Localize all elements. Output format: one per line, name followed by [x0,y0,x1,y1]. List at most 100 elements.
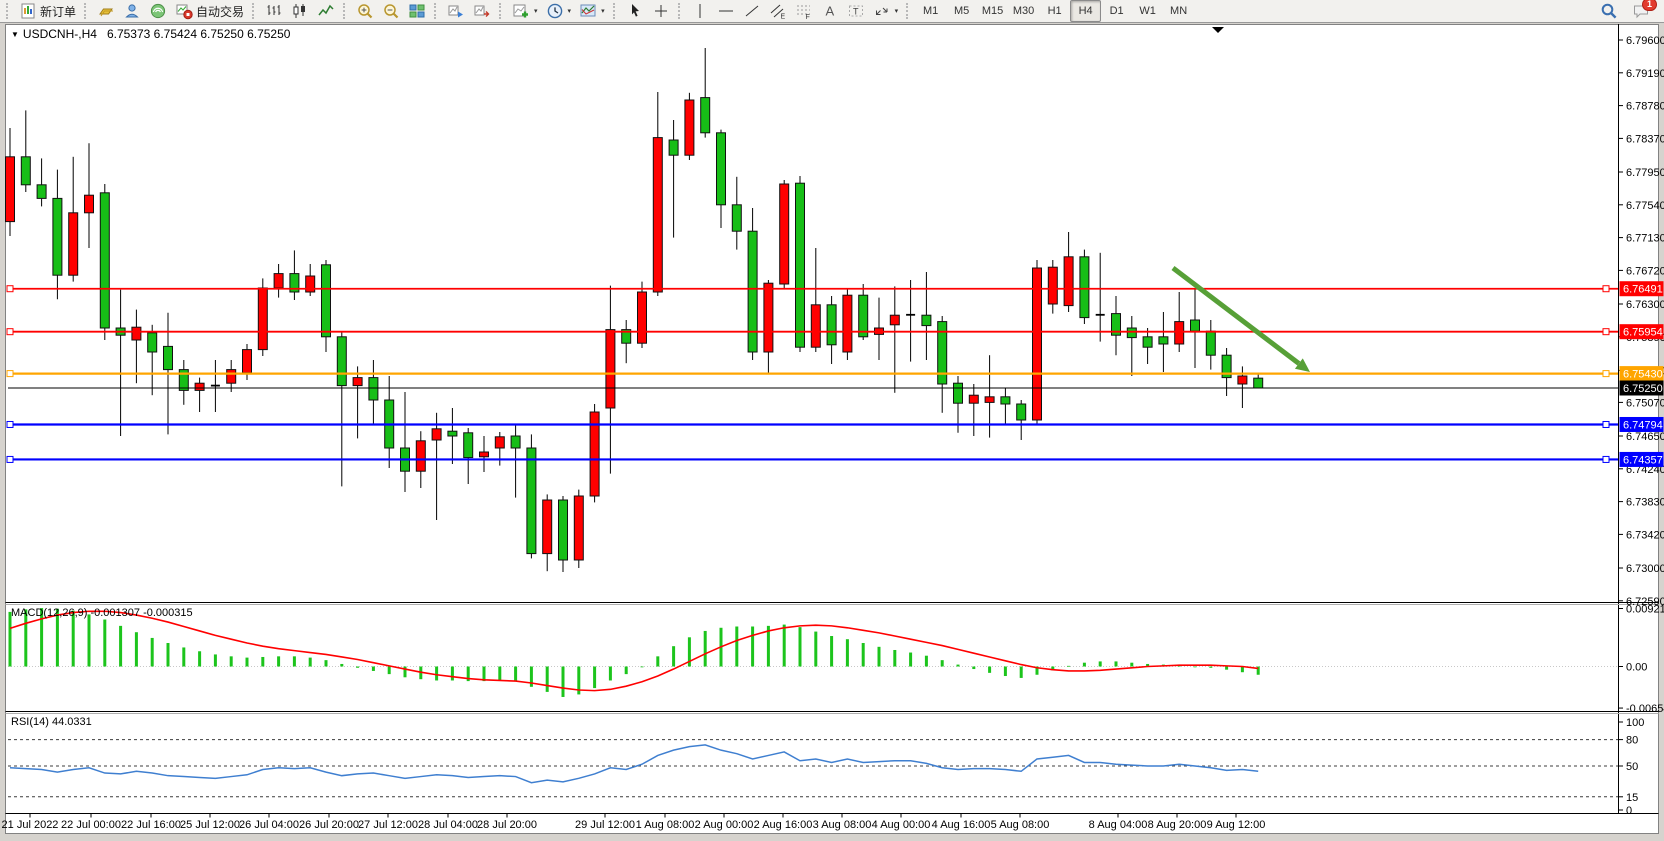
candle[interactable] [52,169,63,300]
candle[interactable] [36,158,47,207]
candle[interactable] [321,260,331,352]
candle[interactable] [1032,260,1042,424]
tf-H1-button[interactable]: H1 [1039,0,1070,22]
tf-M1-button[interactable]: M1 [915,0,946,22]
candle[interactable] [510,424,521,498]
candle[interactable] [431,412,442,520]
new-order-button[interactable]: 新订单 [15,0,80,22]
level-line[interactable] [6,420,1618,428]
level-line[interactable] [6,328,1618,336]
candle[interactable] [558,496,568,572]
candle[interactable] [668,120,679,238]
fibonacci-button[interactable]: F [791,0,817,22]
tf-M5-button[interactable]: M5 [946,0,977,22]
cursor-button[interactable] [622,0,648,22]
tf-W1-button[interactable]: W1 [1132,0,1163,22]
templates-button[interactable]: ▾ [575,0,609,22]
candle[interactable] [84,143,94,248]
chart-shift-marker[interactable] [1212,27,1224,33]
trend-arrow[interactable] [1171,266,1310,372]
auto-trading-button[interactable]: 自动交易 [171,0,248,22]
candle[interactable] [1158,312,1169,372]
text-button[interactable]: A [817,0,843,22]
candle-chart-button[interactable] [287,0,313,22]
candle[interactable] [1016,400,1027,440]
candle[interactable] [257,278,268,356]
candle[interactable] [226,360,237,392]
deposit-button[interactable] [93,0,119,22]
tf-H4-button[interactable]: H4 [1070,0,1102,22]
label-button[interactable]: T [843,0,869,22]
candle[interactable] [968,384,979,436]
line-chart-button[interactable] [313,0,339,22]
arrows-button[interactable]: ▾ [869,0,903,22]
signals-button[interactable] [145,0,171,22]
candle[interactable] [779,180,790,288]
channel-button[interactable]: E [765,0,791,22]
tf-D1-button[interactable]: D1 [1101,0,1132,22]
candle[interactable] [763,280,774,375]
candle[interactable] [99,184,110,340]
candle[interactable] [479,436,489,472]
candle[interactable] [684,92,695,160]
candle[interactable] [68,156,79,282]
candle[interactable] [526,434,537,559]
candle[interactable] [147,324,158,396]
candle[interactable] [605,285,616,474]
candle[interactable] [810,248,821,352]
macd-panel[interactable]: 0.009214 0.00 -0.006546 [8,604,1664,716]
candle[interactable] [1174,292,1185,352]
candle[interactable] [542,494,553,572]
candle[interactable] [1095,252,1105,342]
candle[interactable] [210,360,220,412]
candle[interactable] [842,288,853,360]
tf-M30-button[interactable]: M30 [1008,0,1039,22]
candle[interactable] [336,332,347,487]
candle[interactable] [921,272,932,360]
candle[interactable] [131,309,142,384]
horizontal-line-button[interactable] [713,0,739,22]
candle[interactable] [305,264,316,296]
candle[interactable] [20,110,31,192]
candle[interactable] [463,428,474,484]
candle[interactable] [858,284,869,340]
tf-MN-button[interactable]: MN [1163,0,1194,22]
candle[interactable] [747,208,758,360]
trendline-button[interactable] [739,0,765,22]
candle[interactable] [194,377,205,412]
candle[interactable] [5,128,15,236]
level-line[interactable] [6,455,1618,463]
candle[interactable] [826,296,837,364]
candle[interactable] [1063,232,1074,312]
auto-scroll-button[interactable] [443,0,469,22]
candle[interactable] [889,286,900,393]
symbol-dropdown-icon[interactable]: ▼ [11,30,19,39]
rsi-panel[interactable]: 100 80 50 150 [8,717,1644,817]
candle[interactable] [637,281,647,348]
zoom-in-button[interactable] [352,0,378,22]
candle[interactable] [573,489,584,568]
tf-M15-button[interactable]: M15 [977,0,1008,22]
candle[interactable] [1000,388,1011,424]
tile-windows-button[interactable] [404,0,430,22]
candle[interactable] [352,366,363,439]
candle[interactable] [716,129,726,228]
search-button[interactable] [1596,0,1622,22]
candle[interactable] [1079,249,1090,324]
candle[interactable] [700,48,711,138]
candle[interactable] [447,408,458,464]
candle[interactable] [589,404,600,503]
bar-chart-button[interactable] [261,0,287,22]
periods-button[interactable]: ▾ [542,0,576,22]
crosshair-button[interactable] [648,0,674,22]
candle[interactable] [1047,260,1058,314]
candle[interactable] [368,360,379,424]
candle[interactable] [906,280,916,362]
level-line[interactable] [6,285,1618,293]
chart-shift-button[interactable] [469,0,495,22]
candle[interactable] [178,360,189,405]
candle[interactable] [1126,316,1137,376]
vertical-line-button[interactable] [687,0,713,22]
candle[interactable] [652,92,663,296]
candle[interactable] [953,376,963,433]
